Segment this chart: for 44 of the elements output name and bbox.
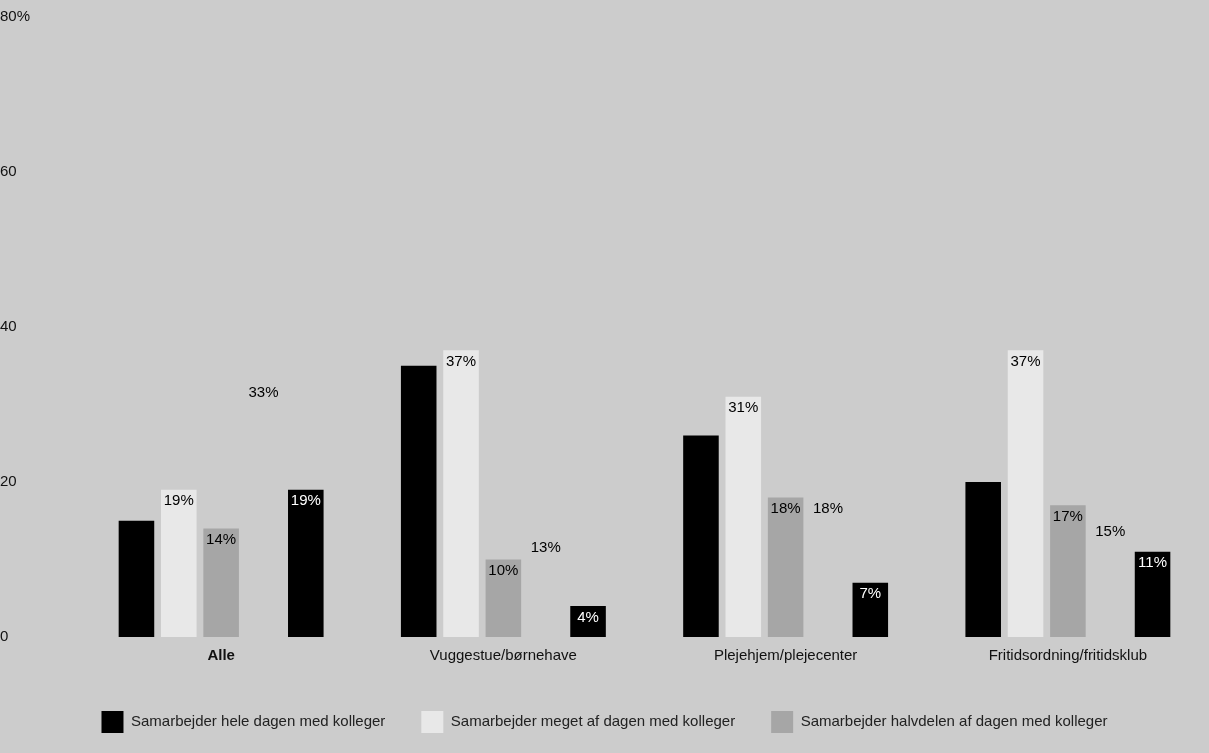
bar [683,435,719,637]
bar [161,489,197,637]
bar [118,520,155,637]
data-label: 7% [859,584,882,602]
bar [443,350,479,637]
bar [965,482,1001,637]
data-label: 11% [1138,553,1168,571]
bar [767,497,804,637]
bar [1007,350,1044,637]
data-label: 10% [488,561,519,579]
data-label: 4% [577,607,599,625]
data-label: 14% [206,530,237,548]
annotation: 13% [530,537,561,555]
bar [725,396,762,637]
bar [1134,551,1171,637]
bar [485,559,522,637]
legend-label: Samarbejder hele dagen med kolleger [130,712,386,730]
y-tick-label: 80% [0,7,31,25]
y-tick-label: 20 [0,472,17,490]
legend-label: Samarbejder meget af dagen med kolleger [450,712,736,730]
data-label: 17% [1052,506,1083,524]
bar [852,582,889,637]
y-tick-label: 40 [0,317,17,335]
data-label: 18% [770,499,801,517]
data-label: 19% [163,491,194,509]
annotation: 15% [1095,522,1126,540]
annotation: 33% [248,382,279,400]
bar [570,606,606,637]
x-tick-label: Alle [207,646,235,664]
data-label: 31% [728,398,759,416]
annotation: 18% [812,499,843,517]
data-label: 37% [1010,351,1041,369]
y-tick-label: 60 [0,162,17,180]
bar [203,528,239,637]
x-tick-label: Fritidsordning/fritidsklub [988,646,1148,664]
x-tick-label: Vuggestue/børnehave [429,646,577,664]
y-tick-label: 0 [0,627,9,645]
bar [400,365,437,637]
x-tick-label: Plejehjem/plejecenter [713,646,858,664]
data-label: 37% [446,351,477,369]
legend-label: Samarbejder halvdelen af dagen med kolleger [800,712,1108,730]
bar [1050,505,1086,637]
bar [288,489,324,637]
data-label: 19% [290,491,321,509]
